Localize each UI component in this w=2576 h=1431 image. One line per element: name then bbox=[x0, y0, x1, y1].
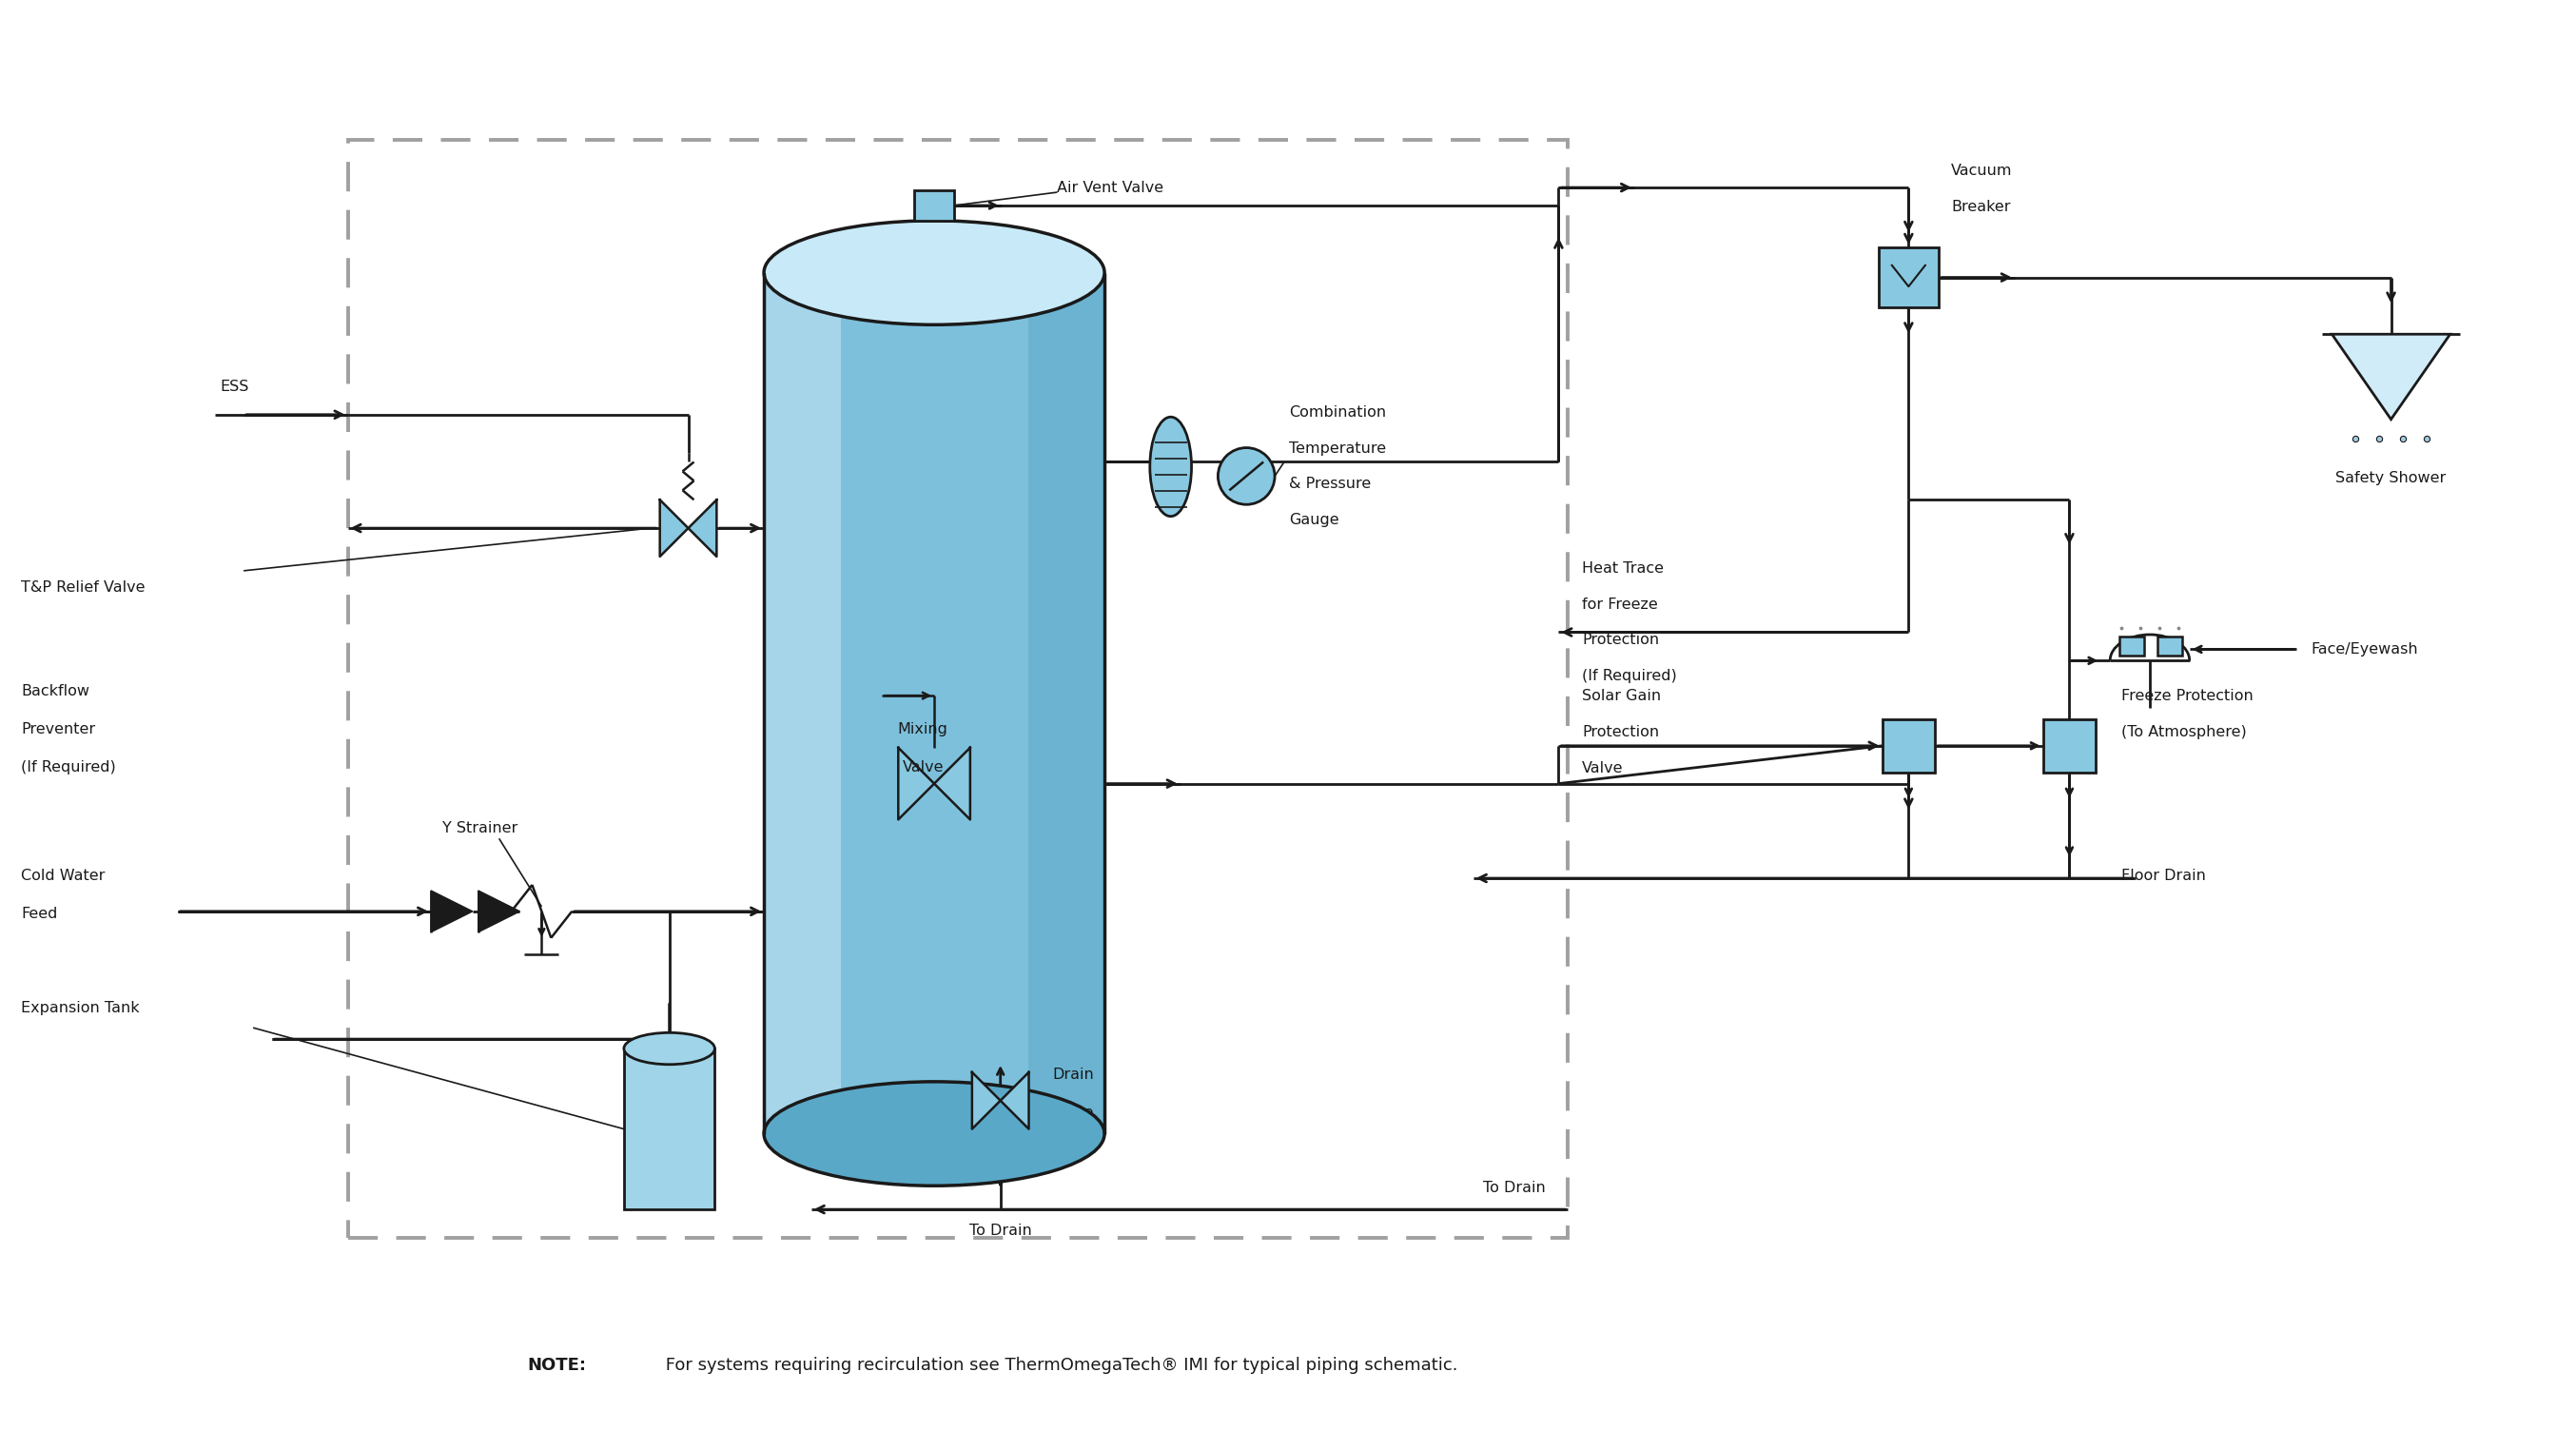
Ellipse shape bbox=[623, 1033, 714, 1065]
Text: Backflow: Backflow bbox=[21, 684, 90, 698]
Bar bbox=[914, 190, 953, 220]
Bar bbox=[2120, 637, 2143, 655]
Ellipse shape bbox=[765, 220, 1105, 325]
Bar bbox=[623, 1049, 714, 1209]
Polygon shape bbox=[999, 1072, 1028, 1129]
Polygon shape bbox=[659, 499, 688, 557]
Text: Freeze Protection: Freeze Protection bbox=[2123, 688, 2254, 703]
Bar bbox=[1878, 248, 1940, 308]
Text: Face/Eyewash: Face/Eyewash bbox=[2311, 643, 2419, 657]
Bar bbox=[348, 140, 1569, 1238]
Text: NOTE:: NOTE: bbox=[528, 1357, 587, 1374]
Bar bbox=[1028, 273, 1105, 1133]
Text: T&P Relief Valve: T&P Relief Valve bbox=[21, 580, 144, 594]
Text: Gauge: Gauge bbox=[1288, 512, 1340, 527]
Text: Heat Trace: Heat Trace bbox=[1582, 561, 1664, 575]
Text: (If Required): (If Required) bbox=[21, 760, 116, 774]
Bar bbox=[765, 273, 840, 1133]
Text: Protection: Protection bbox=[1582, 726, 1659, 740]
Ellipse shape bbox=[623, 1033, 714, 1065]
Text: Mixing: Mixing bbox=[896, 723, 948, 737]
Bar bbox=[2043, 720, 2097, 773]
Polygon shape bbox=[430, 890, 471, 932]
Polygon shape bbox=[479, 890, 520, 932]
Polygon shape bbox=[2331, 335, 2450, 419]
Text: To Drain: To Drain bbox=[1484, 1181, 1546, 1195]
Text: To Drain: To Drain bbox=[969, 1224, 1033, 1238]
Polygon shape bbox=[688, 499, 716, 557]
Bar bbox=[765, 273, 1105, 1133]
Text: For systems requiring recirculation see ThermOmegaTech® IMI for typical piping s: For systems requiring recirculation see … bbox=[659, 1357, 1458, 1374]
Text: Air Vent Valve: Air Vent Valve bbox=[1056, 180, 1164, 195]
Text: Temperature: Temperature bbox=[1288, 441, 1386, 455]
Text: Combination: Combination bbox=[1288, 405, 1386, 419]
Polygon shape bbox=[899, 747, 935, 820]
Text: ESS: ESS bbox=[219, 379, 250, 394]
Text: (To Atmosphere): (To Atmosphere) bbox=[2123, 726, 2246, 740]
Bar bbox=[1883, 720, 1935, 773]
Text: Preventer: Preventer bbox=[21, 723, 95, 737]
Text: for Freeze: for Freeze bbox=[1582, 597, 1659, 611]
Text: Expansion Tank: Expansion Tank bbox=[21, 1002, 139, 1016]
Text: Safety Shower: Safety Shower bbox=[2336, 471, 2447, 485]
Ellipse shape bbox=[1149, 416, 1193, 517]
Polygon shape bbox=[971, 1072, 999, 1129]
Circle shape bbox=[1218, 448, 1275, 505]
Bar bbox=[2156, 637, 2182, 655]
Text: Breaker: Breaker bbox=[1950, 200, 2012, 215]
Text: Vacuum: Vacuum bbox=[1950, 163, 2012, 177]
Text: Valve: Valve bbox=[902, 760, 943, 774]
Polygon shape bbox=[935, 747, 971, 820]
Text: Valve: Valve bbox=[1582, 761, 1623, 776]
Text: Drain: Drain bbox=[1054, 1068, 1095, 1082]
Text: Cold Water: Cold Water bbox=[21, 869, 106, 883]
Text: Solar Gain: Solar Gain bbox=[1582, 688, 1662, 703]
Text: (If Required): (If Required) bbox=[1582, 670, 1677, 684]
Text: & Pressure: & Pressure bbox=[1288, 477, 1370, 491]
Text: Feed: Feed bbox=[21, 907, 57, 920]
Text: Protection: Protection bbox=[1582, 633, 1659, 647]
Ellipse shape bbox=[765, 1082, 1105, 1186]
Text: Y Strainer: Y Strainer bbox=[443, 821, 518, 836]
Text: Valve: Valve bbox=[1054, 1105, 1095, 1119]
Text: Floor Drain: Floor Drain bbox=[2123, 869, 2205, 883]
